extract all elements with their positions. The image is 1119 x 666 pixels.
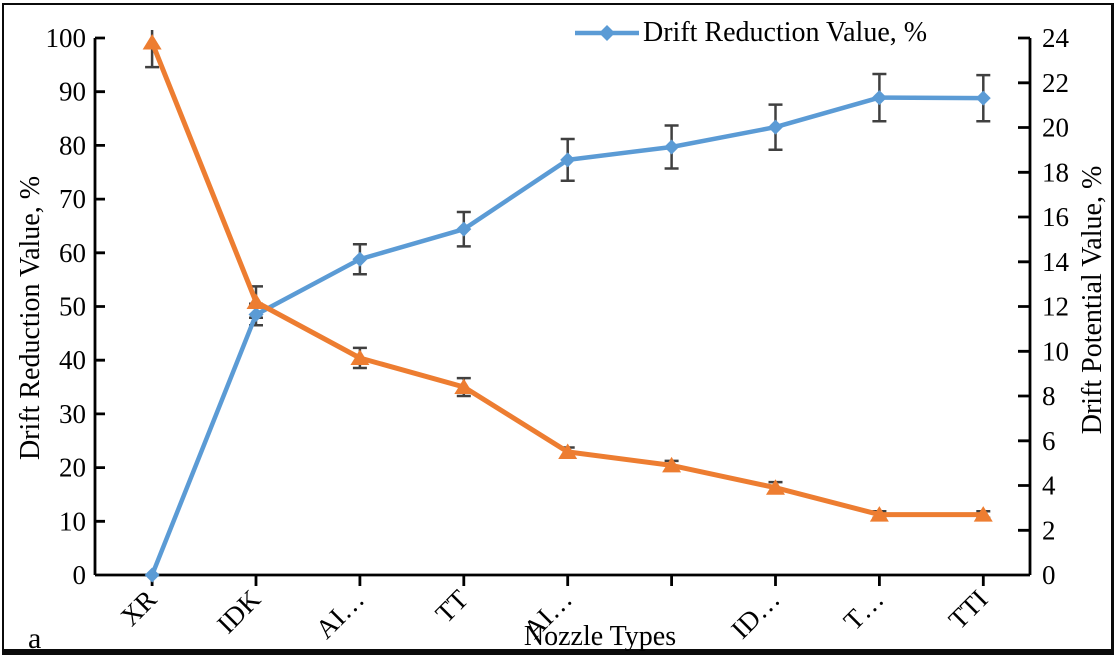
left-axis-tick-label: 0: [73, 560, 87, 590]
right-axis-tick-label: 24: [1042, 23, 1070, 53]
data-point-marker: [869, 506, 889, 522]
x-axis-category-label: TT: [430, 584, 475, 629]
data-point-marker: [456, 221, 472, 237]
left-axis-tick-label: 50: [59, 292, 86, 322]
chart-legend: Drift Reduction Value, %: [573, 18, 927, 48]
right-axis-tick-label: 22: [1042, 68, 1069, 98]
series-markers-drift_potential: [142, 33, 993, 522]
data-point-marker: [664, 139, 680, 155]
x-axis-category-label: TTI: [943, 584, 994, 635]
data-point-marker: [350, 349, 370, 365]
data-point-marker: [975, 90, 991, 106]
right-axis-tick-label: 8: [1042, 381, 1056, 411]
data-point-marker: [142, 33, 162, 50]
x-axis-title: Nozzle Types: [523, 621, 677, 652]
legend-label: Drift Reduction Value, %: [643, 17, 928, 48]
right-axis-tick-label: 14: [1042, 247, 1070, 277]
data-point-marker: [973, 506, 993, 522]
right-axis-tick-label: 0: [1042, 560, 1056, 590]
axes: [93, 36, 1032, 586]
right-axis-tick-label: 2: [1042, 515, 1056, 545]
left-axis-tick-label: 10: [59, 506, 86, 536]
right-axis-tick-label: 16: [1042, 202, 1069, 232]
left-axis-tick-label: 20: [59, 453, 86, 483]
data-point-marker: [767, 119, 783, 135]
x-axis-category-label: IDK: [211, 584, 267, 640]
data-point-marker: [765, 479, 785, 495]
left-axis-tick-label: 90: [59, 77, 86, 107]
data-point-marker: [558, 443, 578, 459]
data-point-marker: [352, 251, 368, 267]
left-axis-tick-label: 30: [59, 399, 86, 429]
x-axis-category-label: ID…: [725, 584, 785, 644]
right-axis-tick-label: 6: [1042, 426, 1056, 456]
panel-letter: a: [28, 622, 42, 655]
left-axis-tick-label: 60: [59, 238, 86, 268]
left-axis-tick-label: 40: [59, 345, 86, 375]
data-point-marker: [560, 152, 576, 168]
data-point-marker: [871, 90, 887, 106]
x-axis-category-label: XR: [115, 584, 163, 632]
data-point-marker: [144, 567, 160, 583]
data-point-marker: [246, 293, 266, 310]
error-bars-drift_potential: [145, 30, 991, 520]
left-axis-tick-label: 70: [59, 184, 86, 214]
legend-line-marker-icon: [575, 25, 639, 41]
error-bars-drift_reduction: [249, 72, 991, 327]
left-axis-title: Drift Reduction Value, %: [15, 175, 46, 461]
x-axis-category-label: AI…: [310, 584, 370, 644]
right-axis-tick-label: 20: [1042, 113, 1069, 143]
right-axis-tick-label: 4: [1042, 471, 1056, 501]
series-markers-drift_reduction: [144, 90, 991, 583]
data-point-marker: [248, 307, 264, 323]
data-point-marker: [454, 378, 474, 395]
data-point-marker: [662, 456, 682, 473]
right-axis-tick-label: 18: [1042, 157, 1069, 187]
left-axis-tick-label: 80: [59, 130, 86, 160]
right-axis-tick-label: 10: [1042, 336, 1069, 366]
x-axis-category-label: T…: [838, 584, 890, 636]
right-axis-title: Drift Potential Value, %: [1077, 165, 1108, 435]
left-axis-tick-label: 100: [46, 23, 87, 53]
left-axis-tick-labels: 0 10 20 30 40 50 60 70 80 90 100: [46, 23, 87, 590]
right-axis-tick-label: 12: [1042, 292, 1069, 322]
